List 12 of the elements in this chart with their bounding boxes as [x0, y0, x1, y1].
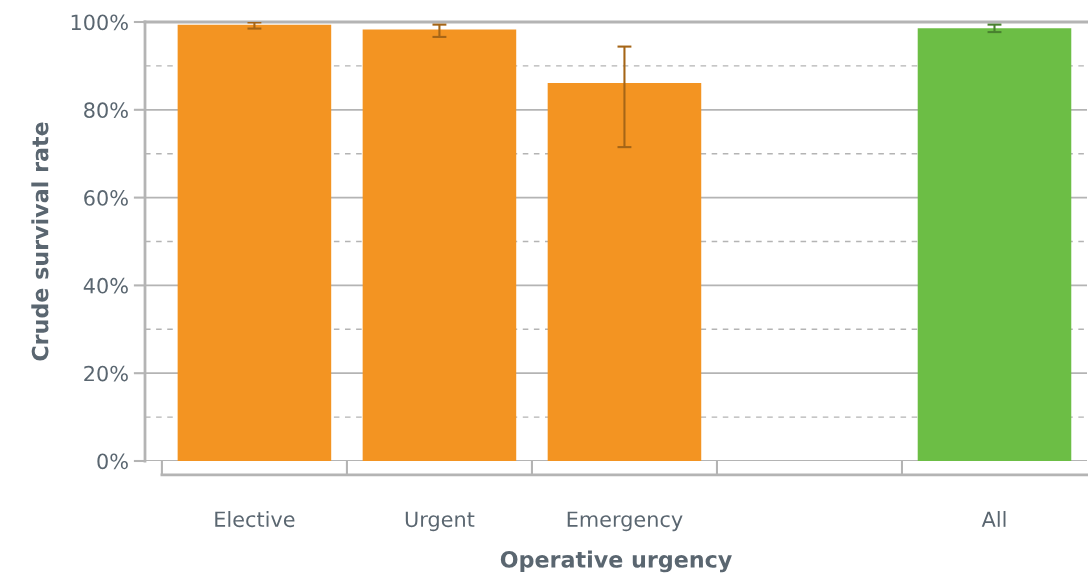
y-tick-label: 40%	[83, 277, 128, 294]
y-tick-label: 100%	[71, 14, 128, 31]
x-tick-label: Urgent	[405, 511, 475, 532]
y-tick-label: 80%	[84, 102, 128, 119]
x-tick-label: All	[981, 511, 1006, 527]
x-tick-label: Elective	[215, 511, 295, 528]
y-tick-label: 20%	[84, 365, 128, 382]
y-tick-label: 60%	[84, 190, 128, 206]
x-tick-label: Emergency	[567, 511, 683, 532]
x-axis-title: Operative urgency	[500, 550, 732, 573]
y-axis-title: Crude survival rate	[31, 122, 49, 361]
y-tick-label: 0%	[97, 453, 128, 470]
